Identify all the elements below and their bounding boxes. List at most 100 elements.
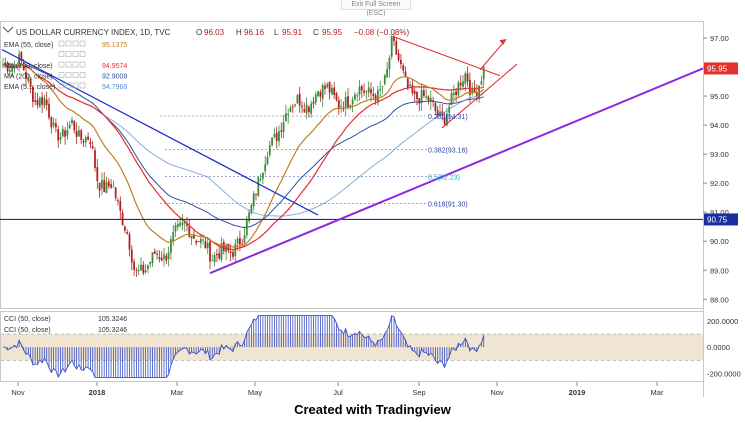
- candle-body: [475, 92, 478, 96]
- candle-body: [234, 243, 237, 256]
- x-tick-label: Mar: [171, 388, 184, 397]
- indicator-control-icon: [79, 51, 86, 57]
- candle-body: [351, 99, 354, 105]
- candle-body: [443, 117, 446, 125]
- candle-body: [48, 103, 50, 118]
- indicator-value: 95.1375: [102, 42, 127, 49]
- y-tick-label: 95.00: [710, 92, 729, 101]
- candle-body: [121, 212, 124, 226]
- candle-body: [119, 201, 122, 211]
- candle-body: [365, 91, 368, 93]
- candle-body: [183, 222, 186, 224]
- candle-body: [264, 164, 267, 172]
- candle-body: [236, 238, 239, 244]
- candle-body: [227, 243, 230, 251]
- candle-body: [211, 260, 214, 262]
- ohlc-o-label: O: [196, 28, 202, 37]
- candle-body: [317, 91, 319, 97]
- candle-body: [469, 79, 471, 95]
- candle-body: [34, 100, 37, 102]
- candle-body: [379, 88, 382, 91]
- candle-body: [32, 86, 34, 102]
- candle-body: [243, 235, 246, 244]
- candle-body: [66, 130, 69, 136]
- candle-body: [331, 87, 333, 95]
- downtrend-line: [1, 49, 319, 216]
- x-tick-label: Nov: [11, 388, 25, 397]
- candle-body: [36, 99, 39, 105]
- candle-body: [2, 64, 4, 66]
- candle-body: [71, 119, 73, 124]
- candle-body: [188, 226, 191, 237]
- candle-body: [75, 131, 78, 137]
- candle-body: [110, 184, 112, 188]
- current-price-label: 95.95: [707, 64, 728, 73]
- hline-price-tag: [704, 213, 738, 226]
- candle-body: [340, 105, 342, 107]
- candle-body: [248, 212, 250, 222]
- candle-body: [459, 82, 462, 86]
- candle-body: [216, 254, 218, 256]
- candle-body: [262, 172, 264, 179]
- candle-body: [27, 78, 30, 81]
- candle-body: [303, 109, 306, 112]
- candle-body: [78, 130, 80, 137]
- candle-body: [356, 95, 359, 97]
- x-tick-label: 2019: [569, 388, 586, 397]
- candle-body: [144, 270, 147, 273]
- y-tick-label: 91.00: [710, 208, 729, 217]
- candle-body: [255, 194, 257, 195]
- candle-body: [425, 96, 428, 98]
- ohlc-change: −0.08 (−0.08%): [354, 28, 409, 37]
- candle-body: [172, 232, 175, 241]
- candle-body: [310, 103, 313, 114]
- y-tick-label: 88.00: [710, 295, 729, 304]
- fib-label: 0.236(94.31): [428, 114, 468, 121]
- candle-body: [434, 103, 437, 111]
- ema-55-line: [3, 63, 485, 248]
- candle-body: [308, 106, 310, 113]
- candle-body: [43, 98, 46, 106]
- projection-arrow-head: [499, 39, 507, 45]
- candle-body: [103, 179, 106, 193]
- candle-body: [370, 89, 372, 94]
- indicator-value: 94.9574: [102, 63, 127, 70]
- candle-body: [358, 86, 361, 95]
- candle-body: [96, 167, 99, 182]
- candle-body: [282, 122, 285, 133]
- candle-body: [455, 91, 457, 96]
- candle-body: [167, 252, 170, 259]
- candle-body: [337, 100, 340, 108]
- indicator-control-icon: [72, 40, 79, 47]
- candle-body: [197, 240, 200, 242]
- candle-body: [439, 111, 441, 116]
- candle-body: [181, 222, 184, 225]
- candle-body: [294, 104, 296, 106]
- candle-body: [393, 36, 395, 42]
- candle-body: [158, 257, 161, 259]
- footer-credit: Created with Tradingview: [294, 402, 451, 417]
- candle-body: [153, 251, 156, 254]
- candle-body: [374, 95, 377, 101]
- cci-y-tick-label: 200.0000: [707, 317, 738, 326]
- candle-body: [52, 122, 55, 126]
- indicator-control-icon: [79, 72, 86, 78]
- candle-body: [128, 234, 131, 250]
- candle-body: [9, 70, 11, 72]
- ohlc-c-label: C: [313, 28, 319, 37]
- candle-body: [250, 204, 253, 214]
- candle-body: [20, 52, 23, 62]
- y-tick-label: 94.00: [710, 121, 729, 130]
- candle-body: [179, 222, 181, 226]
- candle-body: [388, 57, 391, 70]
- candle-body: [335, 93, 338, 101]
- indicator-control-icon: [58, 61, 65, 68]
- indicator-control-icon: [65, 72, 72, 78]
- candle-body: [349, 104, 352, 107]
- candle-body: [4, 62, 7, 65]
- current-price-tag: [704, 62, 738, 75]
- candle-body: [372, 94, 375, 96]
- candle-body: [285, 113, 287, 122]
- exit-fullscreen-button[interactable]: Exit Full Screen (ESC): [341, 0, 411, 17]
- candle-body: [137, 269, 140, 272]
